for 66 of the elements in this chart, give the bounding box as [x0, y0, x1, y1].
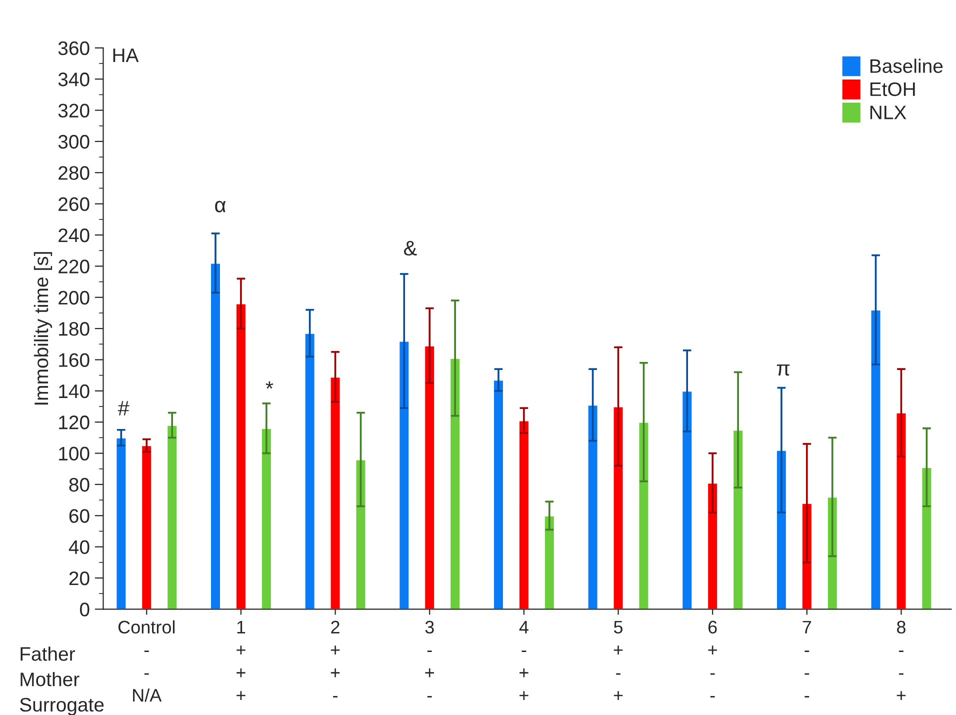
x-tick-label: 1 + + + — [236, 620, 246, 700]
legend-label: Baseline — [870, 58, 943, 73]
bar — [895, 412, 908, 610]
annotation: α — [215, 200, 226, 212]
bar — [732, 429, 744, 610]
bar — [329, 376, 342, 610]
y-tick-label: 80 — [69, 478, 90, 492]
bar — [235, 302, 247, 610]
bar — [210, 262, 222, 610]
y-tick-label: 140 — [59, 384, 90, 398]
y-tick-label: 220 — [58, 260, 90, 274]
bar — [870, 309, 882, 610]
bar — [398, 340, 410, 610]
x-tick-label: 8 - - + — [896, 620, 906, 700]
y-tick-label: 60 — [69, 509, 90, 523]
y-tick-label: 240 — [58, 228, 90, 242]
bar — [586, 404, 599, 610]
bar — [424, 345, 436, 610]
y-tick-label: 160 — [59, 353, 90, 367]
y-tick-label: 120 — [59, 416, 90, 430]
y-tick-label: 20 — [69, 571, 90, 586]
y-tick-label: 0 — [80, 602, 90, 616]
annotation: * — [266, 381, 274, 389]
bar — [260, 428, 272, 610]
bar — [304, 332, 316, 610]
x-tick-label: 4 - + + — [519, 620, 528, 700]
bar — [449, 357, 461, 610]
x-tick-label: 7 - - - — [802, 620, 812, 698]
y-tick-label: 280 — [58, 166, 90, 180]
y-tick-label: 180 — [59, 322, 90, 336]
annotation: HA — [113, 48, 139, 62]
bar — [776, 449, 788, 610]
x-tick-label: 3 - + - — [425, 620, 434, 698]
bar — [706, 482, 718, 610]
y-tick-label: 100 — [59, 446, 90, 461]
y-tick-label: 260 — [58, 197, 90, 212]
x-tick-label: Control - - N/A — [118, 620, 175, 702]
bar — [166, 424, 178, 610]
x-tick-label: 6 + - - — [708, 620, 717, 698]
y-tick-label: 360 — [58, 41, 90, 56]
bar — [681, 390, 693, 610]
bar — [544, 514, 556, 610]
y-tick-label: 200 — [58, 290, 90, 305]
y-tick-label: 40 — [68, 540, 90, 554]
bar — [354, 458, 367, 610]
bar — [612, 406, 624, 610]
bar — [115, 436, 128, 610]
x-tick-label: 2 + + - — [330, 620, 340, 698]
annotation: # — [118, 401, 130, 416]
bar — [518, 420, 530, 610]
annotation: & — [404, 240, 417, 256]
y-tick-label: 300 — [58, 134, 90, 149]
legend-label: NLX — [870, 106, 906, 120]
text: Father — [20, 646, 75, 661]
legend-label: EtOH — [870, 82, 915, 96]
y-axis-title: Immobility time [s] — [34, 252, 52, 405]
y-tick-label: 340 — [58, 72, 90, 86]
bar — [140, 444, 153, 610]
x-tick-label: 5 + - + — [614, 620, 623, 700]
y-tick-label: 320 — [58, 104, 90, 118]
annotation: π — [776, 364, 790, 376]
bar — [920, 466, 933, 610]
bar — [638, 421, 650, 610]
text: Mother — [20, 672, 80, 686]
text: Surrogate — [20, 698, 104, 715]
bar — [492, 379, 504, 610]
